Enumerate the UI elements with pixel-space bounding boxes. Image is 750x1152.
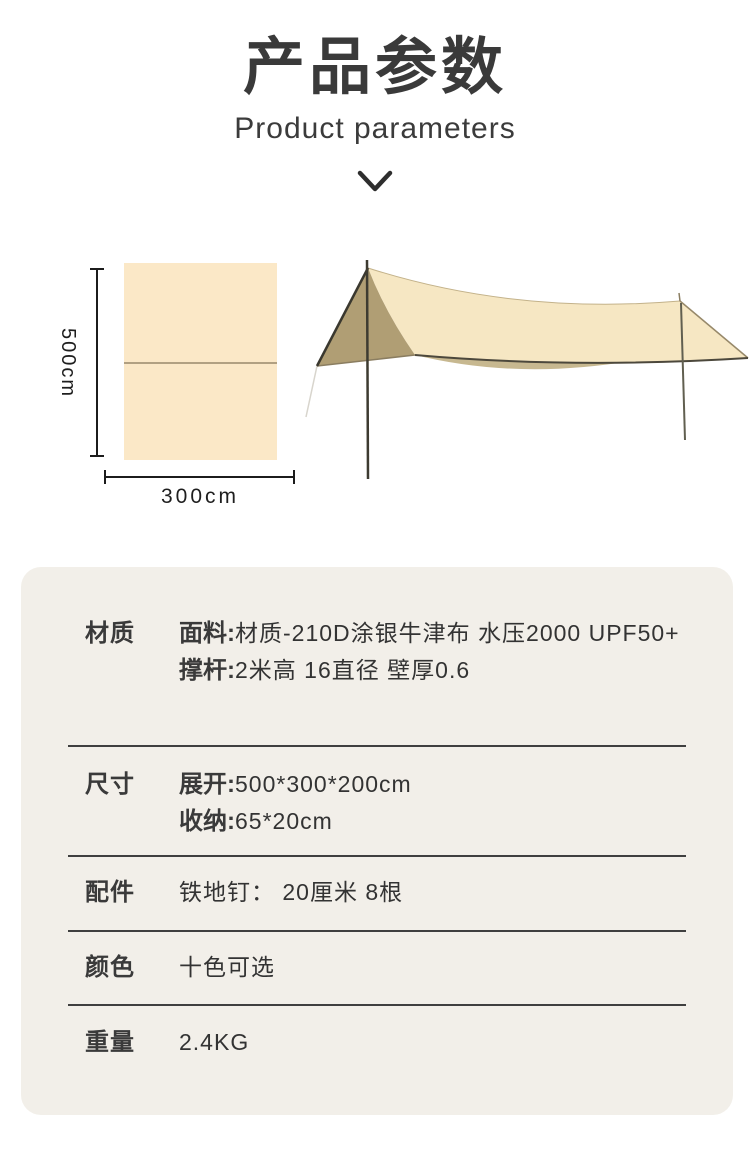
height-dimension-cap-bottom [90,455,104,457]
spec-line: 展开:500*300*200cm [179,766,695,803]
spec-line-value: 2.4KG [179,1029,250,1055]
spec-row-label: 配件 [85,879,135,906]
spec-line-value: 十色可选 [179,954,275,980]
spec-line-prefix: 面料: [179,620,235,647]
spec-line-value: 500*300*200cm [235,771,412,797]
spec-row-accessories: 配件 铁地钉： 20厘米 8根 [85,874,695,911]
tarp-left-pole [365,259,370,480]
spec-row-label: 重量 [85,1029,135,1056]
fabric-seam-line [124,362,277,364]
spec-line: 铁地钉： 20厘米 8根 [179,874,695,911]
height-dimension-line [96,269,98,457]
spec-line-value: 材质-210D涂银牛津布 水压2000 UPF50+ [235,620,680,646]
spec-line-prefix: 展开: [179,771,235,798]
spec-row-label: 材质 [85,620,135,647]
width-dimension-cap-left [104,470,106,484]
spec-line-value: 65*20cm [235,808,333,834]
spec-row-label: 尺寸 [85,771,135,798]
page-subtitle: Product parameters [234,112,516,145]
row-divider [68,745,686,747]
flat-tarp-rectangle [124,263,277,460]
page-title: 产品参数 [242,33,507,102]
spec-line: 2.4KG [179,1024,695,1061]
chevron-down-icon [357,170,393,192]
row-divider [68,930,686,932]
row-divider [68,1004,686,1006]
spec-line: 十色可选 [179,949,695,986]
width-dimension-line [105,476,295,478]
spec-card: 材质 面料:材质-210D涂银牛津布 水压2000 UPF50+ 撑杆:2米高 … [21,567,733,1115]
spec-line-prefix: 撑杆: [179,657,235,684]
height-dimension-cap-top [90,268,104,270]
spec-line: 撑杆:2米高 16直径 壁厚0.6 [179,652,695,689]
spec-row-size: 尺寸 展开:500*300*200cm 收纳:65*20cm [85,766,695,840]
tarp-right-pole [680,302,686,441]
spec-row-material: 材质 面料:材质-210D涂银牛津布 水压2000 UPF50+ 撑杆:2米高 … [85,615,695,689]
spec-row-weight: 重量 2.4KG [85,1024,695,1061]
spec-line: 收纳:65*20cm [179,803,695,840]
width-dimension-cap-right [293,470,295,484]
spec-row-color: 颜色 十色可选 [85,949,695,986]
width-dimension-label: 300cm [160,485,240,508]
spec-line-value: 2米高 16直径 壁厚0.6 [235,657,471,683]
height-dimension-label: 500cm [57,327,79,399]
spec-line: 面料:材质-210D涂银牛津布 水压2000 UPF50+ [179,615,695,652]
tarp-illustration [305,259,749,480]
spec-line-prefix: 收纳: [179,808,235,835]
spec-row-label: 颜色 [85,954,135,981]
row-divider [68,855,686,857]
spec-line-value: 铁地钉： 20厘米 8根 [179,879,404,905]
